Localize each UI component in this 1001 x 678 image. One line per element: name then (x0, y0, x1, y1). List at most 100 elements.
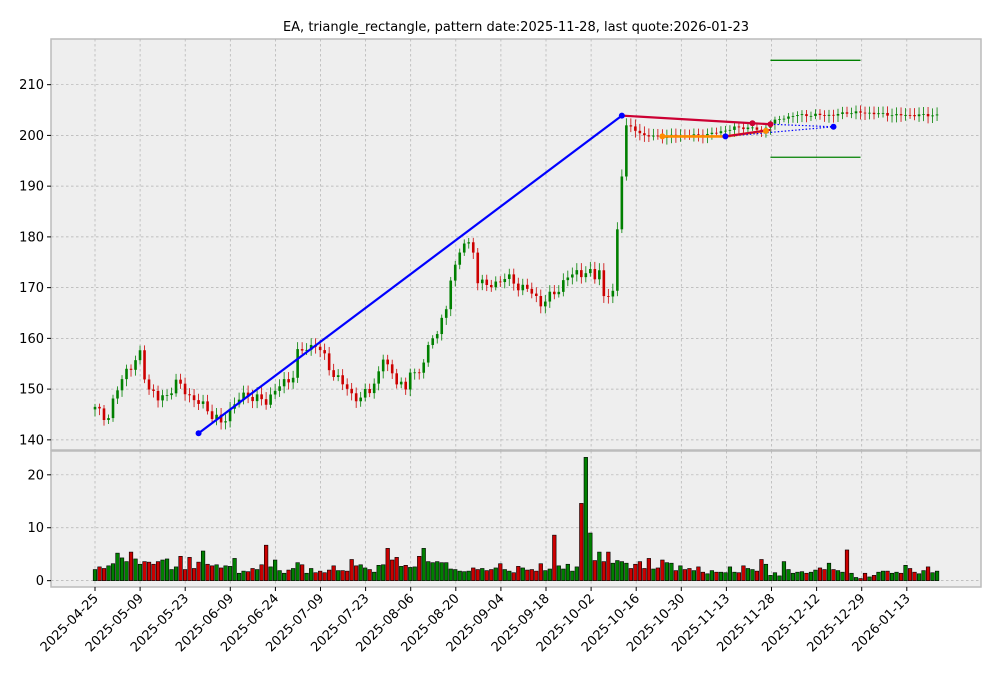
volume-bar (286, 569, 291, 581)
candle-body (571, 274, 574, 278)
candle-body (417, 372, 421, 374)
candle-body (224, 421, 227, 423)
candle-body (728, 129, 732, 131)
volume-bar (205, 563, 210, 581)
candle-body (260, 394, 263, 400)
candle-body (931, 115, 934, 117)
candle-body (620, 176, 624, 230)
candle-body (170, 393, 173, 396)
volume-bar (745, 568, 751, 581)
candle-body (742, 127, 745, 130)
volume-bar (669, 562, 674, 581)
candle-body (827, 114, 831, 116)
volume-bar (768, 575, 773, 581)
candle-body (643, 133, 646, 136)
candle-body (192, 395, 196, 401)
volume-bar (651, 568, 656, 581)
candle-body (201, 401, 205, 404)
candle-body (372, 383, 376, 394)
volume-bar (885, 570, 890, 581)
volume-bar (934, 570, 940, 581)
volume-bar (583, 457, 588, 581)
candle-body (913, 115, 916, 117)
volume-bar (871, 575, 877, 581)
candle-body (805, 114, 808, 117)
candle-body (363, 388, 367, 398)
volume-bar (912, 571, 917, 581)
volume-bar (610, 562, 615, 581)
volume-bar (372, 571, 377, 581)
volume-bar (813, 569, 818, 581)
volume-bar (119, 557, 125, 581)
candle-body (525, 284, 529, 289)
volume-bar (313, 572, 318, 581)
candle-body (922, 114, 925, 115)
volume-bar (403, 565, 408, 581)
candle-body (832, 114, 835, 116)
candle-body (562, 280, 565, 292)
candle-body (431, 338, 435, 346)
candle-body (575, 270, 579, 275)
candle-body (408, 372, 412, 390)
pattern-point (767, 121, 774, 128)
volume-bar (227, 566, 233, 581)
support-extension (725, 126, 834, 138)
volume-bar (907, 568, 913, 581)
candle-body (634, 126, 637, 131)
volume-bar (173, 566, 179, 581)
candle-body (305, 349, 308, 351)
candle-body (404, 381, 408, 390)
candle-body (111, 398, 115, 419)
candle-body (890, 115, 894, 117)
volume-bar (862, 572, 868, 581)
candle-body (746, 127, 750, 130)
volume-bar (191, 568, 197, 581)
volume-bar (579, 503, 584, 581)
candle-body (877, 113, 880, 115)
volume-bar (196, 561, 201, 581)
volume-bar (169, 569, 174, 581)
volume-bar (763, 563, 769, 581)
volume-bar (799, 571, 805, 581)
candle-body (440, 317, 444, 335)
candle-body (264, 399, 268, 405)
volume-bar (462, 571, 467, 581)
volume-bar (146, 561, 152, 581)
candle-body (724, 130, 727, 132)
price-tick-label: 190 (19, 180, 44, 195)
volume-bar (754, 570, 760, 581)
candle-body (435, 334, 439, 339)
volume-bar (538, 563, 543, 581)
candle-body (354, 393, 358, 402)
candle-body (584, 273, 588, 278)
volume-tick-label: 20 (27, 468, 44, 483)
volume-bar (466, 570, 471, 581)
candle-body (426, 345, 430, 363)
volume-bar (727, 566, 733, 581)
volume-bar (349, 559, 354, 581)
volume-bar (223, 565, 228, 581)
candle-body (156, 390, 160, 401)
pattern-point (762, 127, 769, 134)
candle-body (557, 291, 561, 295)
candle-body (125, 368, 128, 380)
candle-body (413, 372, 417, 374)
volume-bar (831, 569, 836, 581)
volume-bar (597, 551, 602, 581)
candle-body (215, 414, 218, 419)
candle-body (868, 112, 871, 114)
candle-body (188, 394, 191, 396)
candle-body (733, 126, 736, 130)
candle-body (179, 379, 182, 384)
volume-bar (128, 551, 134, 581)
volume-bar (255, 569, 260, 581)
candle-body (845, 112, 849, 114)
volume-bar (822, 569, 827, 581)
candle-body (368, 388, 371, 394)
volume-bar (164, 558, 170, 581)
volume-bar (439, 562, 444, 581)
candle-body (273, 390, 277, 395)
volume-bar (430, 562, 435, 581)
candle-body (539, 295, 543, 307)
volume-bar (232, 558, 237, 581)
